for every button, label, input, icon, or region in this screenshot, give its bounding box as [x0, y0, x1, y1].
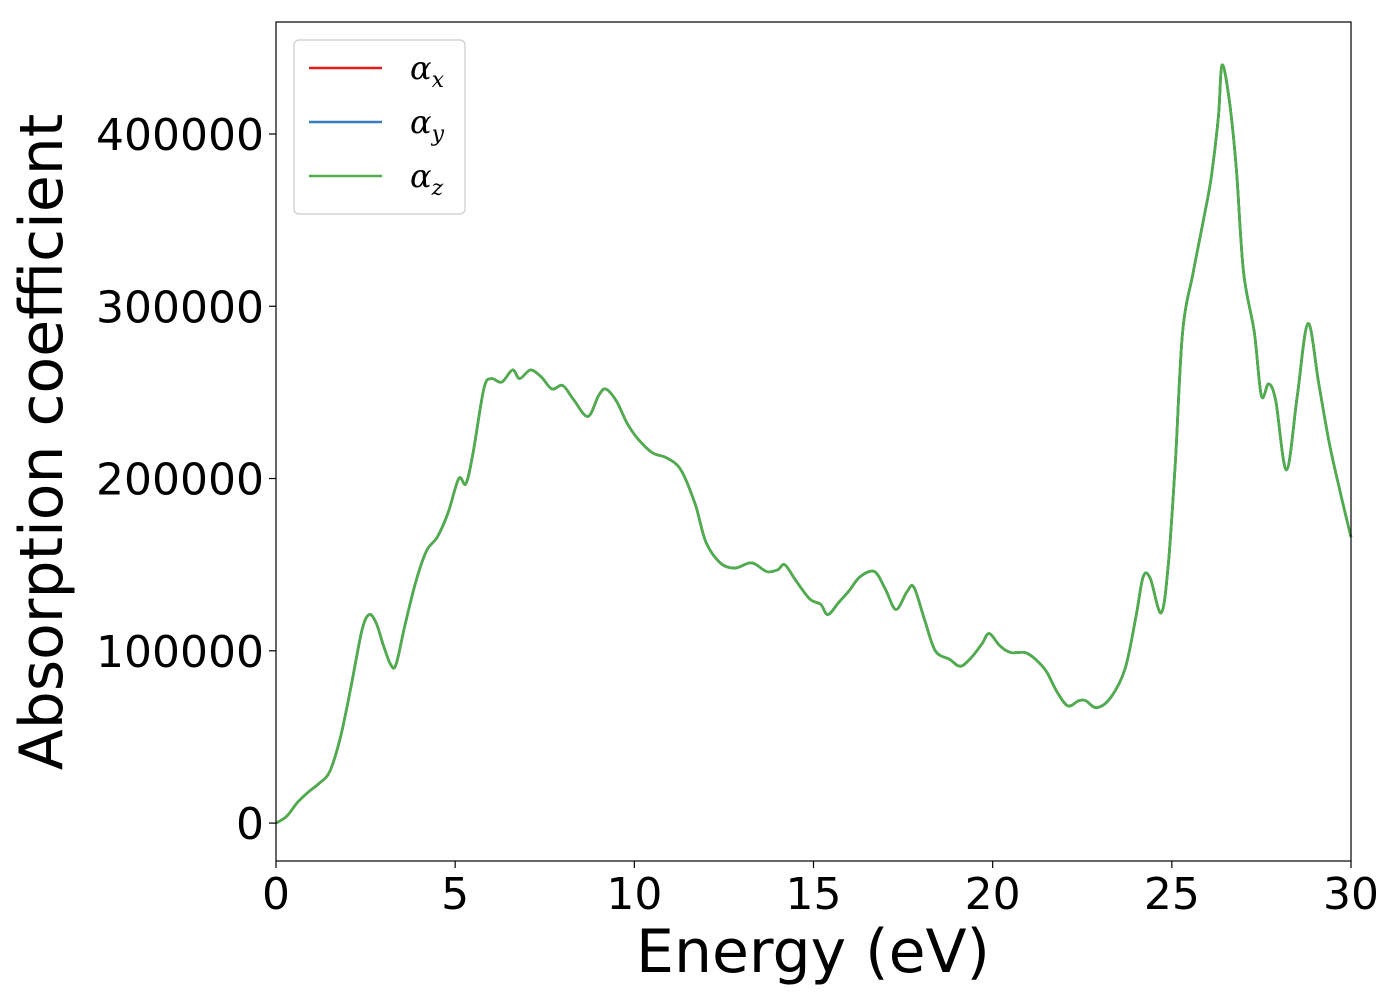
y-tick-label: 0 — [236, 799, 264, 850]
y-axis: 0 100000 200000 300000 400000 — [96, 110, 276, 850]
x-tick-label: 5 — [441, 869, 469, 920]
x-tick-label: 30 — [1323, 869, 1379, 920]
legend-box — [293, 39, 466, 215]
legend-label-x: αx — [410, 49, 445, 93]
legend-label-z: αz — [410, 157, 444, 201]
legend: αx αy αz — [293, 39, 466, 215]
x-tick-label: 10 — [606, 869, 662, 920]
y-tick-label: 200000 — [96, 455, 264, 506]
x-axis-label: Energy (eV) — [636, 917, 990, 987]
x-tick-label: 15 — [786, 869, 842, 920]
y-tick-label: 400000 — [96, 110, 264, 161]
x-axis: 0 5 10 15 20 25 30 — [262, 861, 1379, 920]
y-axis-label: Absorption coefficient — [7, 114, 77, 771]
x-tick-label: 0 — [262, 869, 290, 920]
series-line-z — [275, 63, 1353, 825]
legend-label-y: αy — [410, 103, 445, 147]
plot-area — [275, 63, 1353, 825]
y-tick-label: 300000 — [96, 282, 264, 333]
x-tick-label: 20 — [965, 869, 1021, 920]
y-tick-label: 100000 — [96, 627, 264, 678]
x-tick-label: 25 — [1144, 869, 1200, 920]
